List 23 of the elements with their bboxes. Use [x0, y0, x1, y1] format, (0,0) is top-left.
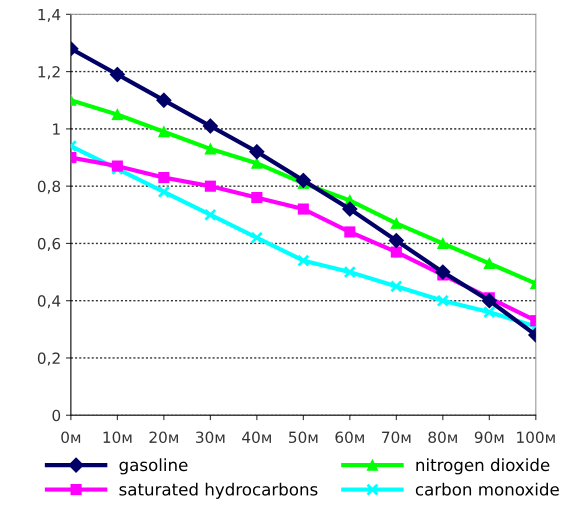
x-tick-label: 80м: [428, 431, 457, 444]
x-tick-label: 40м: [242, 431, 271, 444]
y-tick-label: 1,2: [38, 66, 60, 80]
y-tick-label: 0: [52, 410, 60, 422]
legend-label: gasoline: [120, 458, 188, 474]
x-tick-label: 10м: [104, 431, 132, 444]
x-tick-label: 90м: [474, 431, 504, 444]
y-tick-label: 0,6: [38, 238, 60, 252]
legend-label: nitrogen dioxide: [416, 458, 550, 474]
y-tick-label: 0,4: [38, 295, 60, 308]
x-tick-label: 50м: [289, 431, 318, 444]
y-tick-label: 0,8: [38, 180, 60, 194]
y-tick-label: 1: [53, 124, 60, 135]
y-tick-label: 1,4: [38, 9, 60, 22]
x-tick-label: 100м: [517, 431, 555, 444]
legend-label: carbon monoxide: [416, 482, 559, 496]
x-tick-label: 60м: [335, 431, 364, 444]
x-tick-label: 30м: [196, 431, 224, 444]
x-tick-label: 0м: [61, 431, 80, 444]
legend-label: saturated hydrocarbons: [119, 482, 318, 499]
x-tick-label: 20м: [150, 431, 178, 444]
y-tick-label: 0,2: [38, 352, 60, 366]
x-tick-label: 70м: [382, 431, 410, 444]
